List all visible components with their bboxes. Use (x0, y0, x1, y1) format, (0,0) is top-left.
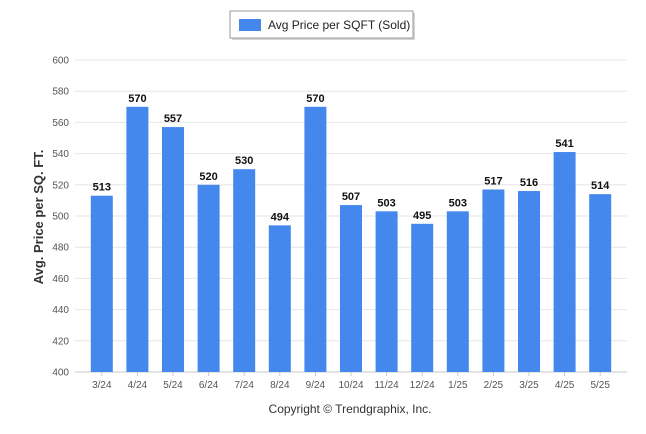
bar (446, 211, 469, 372)
bar (90, 195, 113, 372)
y-tick-label: 460 (52, 274, 69, 285)
copyright-text: Copyright © Trendgraphix, Inc. (269, 402, 432, 416)
y-tick-label: 540 (52, 149, 69, 160)
bar (482, 189, 505, 372)
bar-value-label: 530 (235, 155, 253, 167)
bar-value-label: 541 (555, 138, 573, 150)
x-tick-label: 1/25 (448, 380, 468, 391)
y-tick-label: 500 (52, 212, 69, 223)
y-tick-label: 440 (52, 305, 69, 316)
legend[interactable]: Avg Price per SQFT (Sold) (229, 10, 415, 40)
bar-value-label: 557 (164, 113, 182, 125)
x-axis-ticks: 3/24 4/24 5/24 6/24 7/24 8/24 9/24 10/24 11/24 12… (92, 372, 610, 391)
bars (90, 106, 612, 373)
y-tick-label: 600 (52, 56, 69, 67)
x-tick-label: 12/24 (410, 380, 435, 391)
data-labels: 513 570 557 520 530 494 570 507 503 495 503 517 516 5… (93, 93, 611, 224)
bar-value-label: 514 (591, 180, 610, 192)
x-tick-label: 8/24 (270, 380, 290, 391)
bar (589, 194, 612, 372)
x-tick-label: 11/24 (374, 380, 399, 391)
bar-value-label: 495 (413, 210, 431, 222)
bar (411, 223, 434, 372)
bar-value-label: 570 (128, 93, 146, 105)
x-tick-label: 3/25 (519, 380, 539, 391)
bar-value-label: 513 (93, 182, 111, 194)
x-tick-label: 9/24 (306, 380, 326, 391)
bar-value-label: 507 (342, 191, 360, 203)
bar (518, 191, 540, 372)
bar-value-label: 503 (449, 197, 467, 209)
bar-value-label: 516 (520, 177, 538, 189)
y-tick-label: 400 (52, 368, 69, 379)
y-tick-label: 520 (52, 180, 69, 191)
bar-value-label: 494 (271, 211, 290, 223)
bar (553, 152, 576, 372)
bar (375, 211, 398, 372)
bar-value-label: 517 (484, 175, 502, 187)
x-tick-label: 4/24 (128, 380, 148, 391)
bar (126, 106, 149, 373)
bar-value-label: 520 (199, 171, 217, 183)
x-tick-label: 2/25 (484, 380, 504, 391)
bar (340, 205, 362, 372)
x-tick-label: 10/24 (338, 380, 363, 391)
bar (162, 127, 184, 372)
bar (268, 225, 291, 372)
legend-swatch (239, 19, 261, 31)
bar-value-label: 570 (306, 93, 324, 105)
y-tick-label: 480 (52, 243, 69, 254)
x-tick-label: 5/25 (590, 380, 610, 391)
x-tick-label: 5/24 (163, 380, 183, 391)
y-tick-label: 420 (52, 336, 69, 347)
y-tick-label: 560 (52, 118, 69, 129)
legend-label: Avg Price per SQFT (Sold) (268, 18, 410, 32)
x-tick-label: 4/25 (555, 380, 575, 391)
x-tick-label: 7/24 (234, 380, 254, 391)
y-tick-label: 580 (52, 87, 69, 98)
y-axis-title: Avg. Price per SQ. FT. (31, 150, 46, 285)
bar (197, 184, 220, 372)
y-axis-ticks: 400 420 440 460 480 500 520 540 560 580 600 (52, 56, 69, 379)
bar-value-label: 503 (377, 197, 395, 209)
bar (304, 106, 327, 373)
x-tick-label: 3/24 (92, 380, 112, 391)
x-tick-label: 6/24 (199, 380, 219, 391)
bar (233, 169, 256, 372)
